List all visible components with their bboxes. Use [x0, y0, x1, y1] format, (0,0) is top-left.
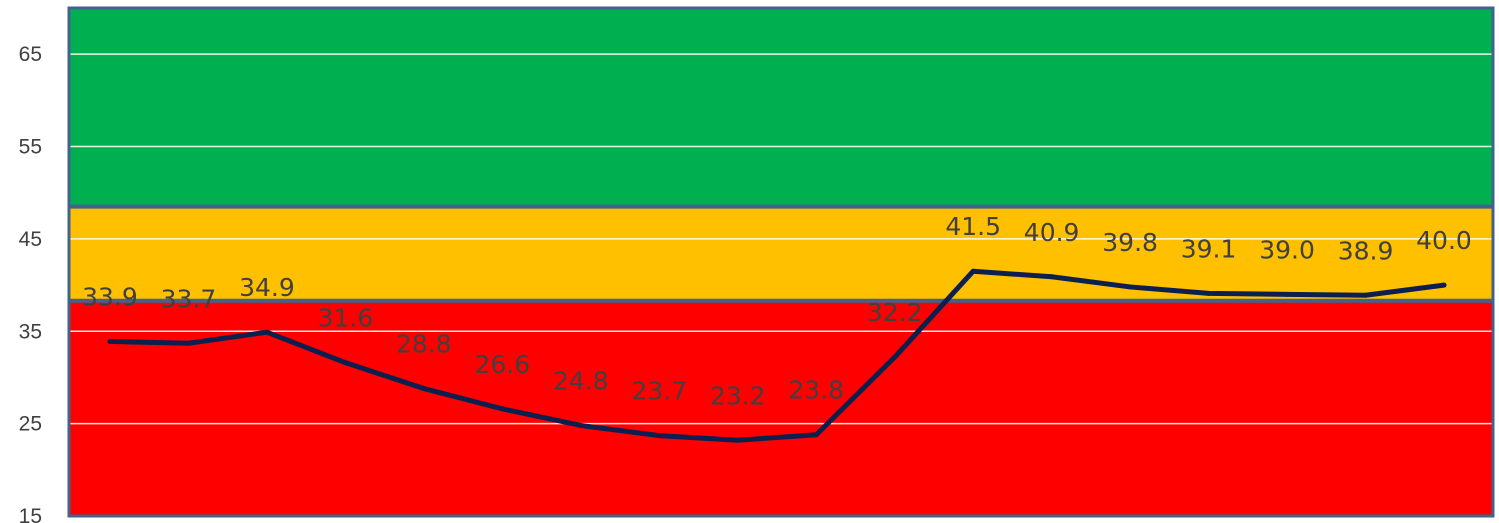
data-label: 28.8 — [396, 330, 452, 359]
data-labels: 33.9 33.7 34.9 31.6 28.8 26.6 24.8 23.7 23.2 23.8… — [82, 212, 1472, 410]
threshold-bands — [69, 8, 1493, 516]
data-label: 26.6 — [475, 350, 531, 379]
data-label: 23.8 — [788, 376, 844, 405]
data-label: 39.0 — [1259, 235, 1315, 264]
data-point — [735, 437, 741, 443]
data-point — [107, 338, 113, 344]
y-tick-label: 35 — [19, 320, 42, 343]
data-label: 40.0 — [1416, 226, 1472, 255]
data-point — [1127, 284, 1133, 290]
data-point — [1049, 274, 1055, 280]
data-point — [578, 422, 584, 428]
y-tick-label: 15 — [19, 505, 42, 523]
series-lines — [107, 268, 1447, 443]
data-label: 33.9 — [82, 282, 138, 311]
series-line — [107, 268, 1447, 443]
data-point — [1363, 292, 1369, 298]
data-label: 34.9 — [239, 273, 295, 302]
data-label: 39.8 — [1102, 228, 1158, 257]
data-point — [656, 433, 662, 439]
data-label: 23.2 — [710, 381, 766, 410]
data-label: 39.1 — [1181, 234, 1237, 263]
plot-frame — [67, 6, 1495, 518]
data-point — [892, 354, 898, 360]
data-label: 31.6 — [318, 304, 374, 333]
data-label: 32.2 — [867, 298, 923, 327]
band-red — [69, 300, 1493, 516]
band-green — [69, 8, 1493, 207]
y-tick-label: 45 — [19, 228, 42, 251]
data-label: 41.5 — [945, 212, 1001, 241]
y-tick-label: 55 — [19, 136, 42, 159]
data-point — [970, 268, 976, 274]
data-point — [1206, 290, 1212, 296]
data-point — [499, 406, 505, 412]
data-label: 24.8 — [553, 366, 609, 395]
y-axis-ticks: 15 25 35 45 55 65 — [19, 43, 42, 523]
data-point — [264, 329, 270, 335]
data-label: 33.7 — [161, 284, 217, 313]
data-point — [1284, 291, 1290, 297]
data-label: 40.9 — [1024, 218, 1080, 247]
data-point — [342, 360, 348, 366]
gridlines — [69, 53, 1493, 425]
data-point — [185, 340, 191, 346]
data-point — [1441, 282, 1447, 288]
data-label: 23.7 — [631, 377, 687, 406]
band-amber — [69, 206, 1493, 301]
y-tick-label: 65 — [19, 43, 42, 66]
data-point — [421, 386, 427, 392]
data-point — [813, 432, 819, 438]
data-label: 38.9 — [1338, 236, 1394, 265]
y-tick-label: 25 — [19, 413, 42, 436]
